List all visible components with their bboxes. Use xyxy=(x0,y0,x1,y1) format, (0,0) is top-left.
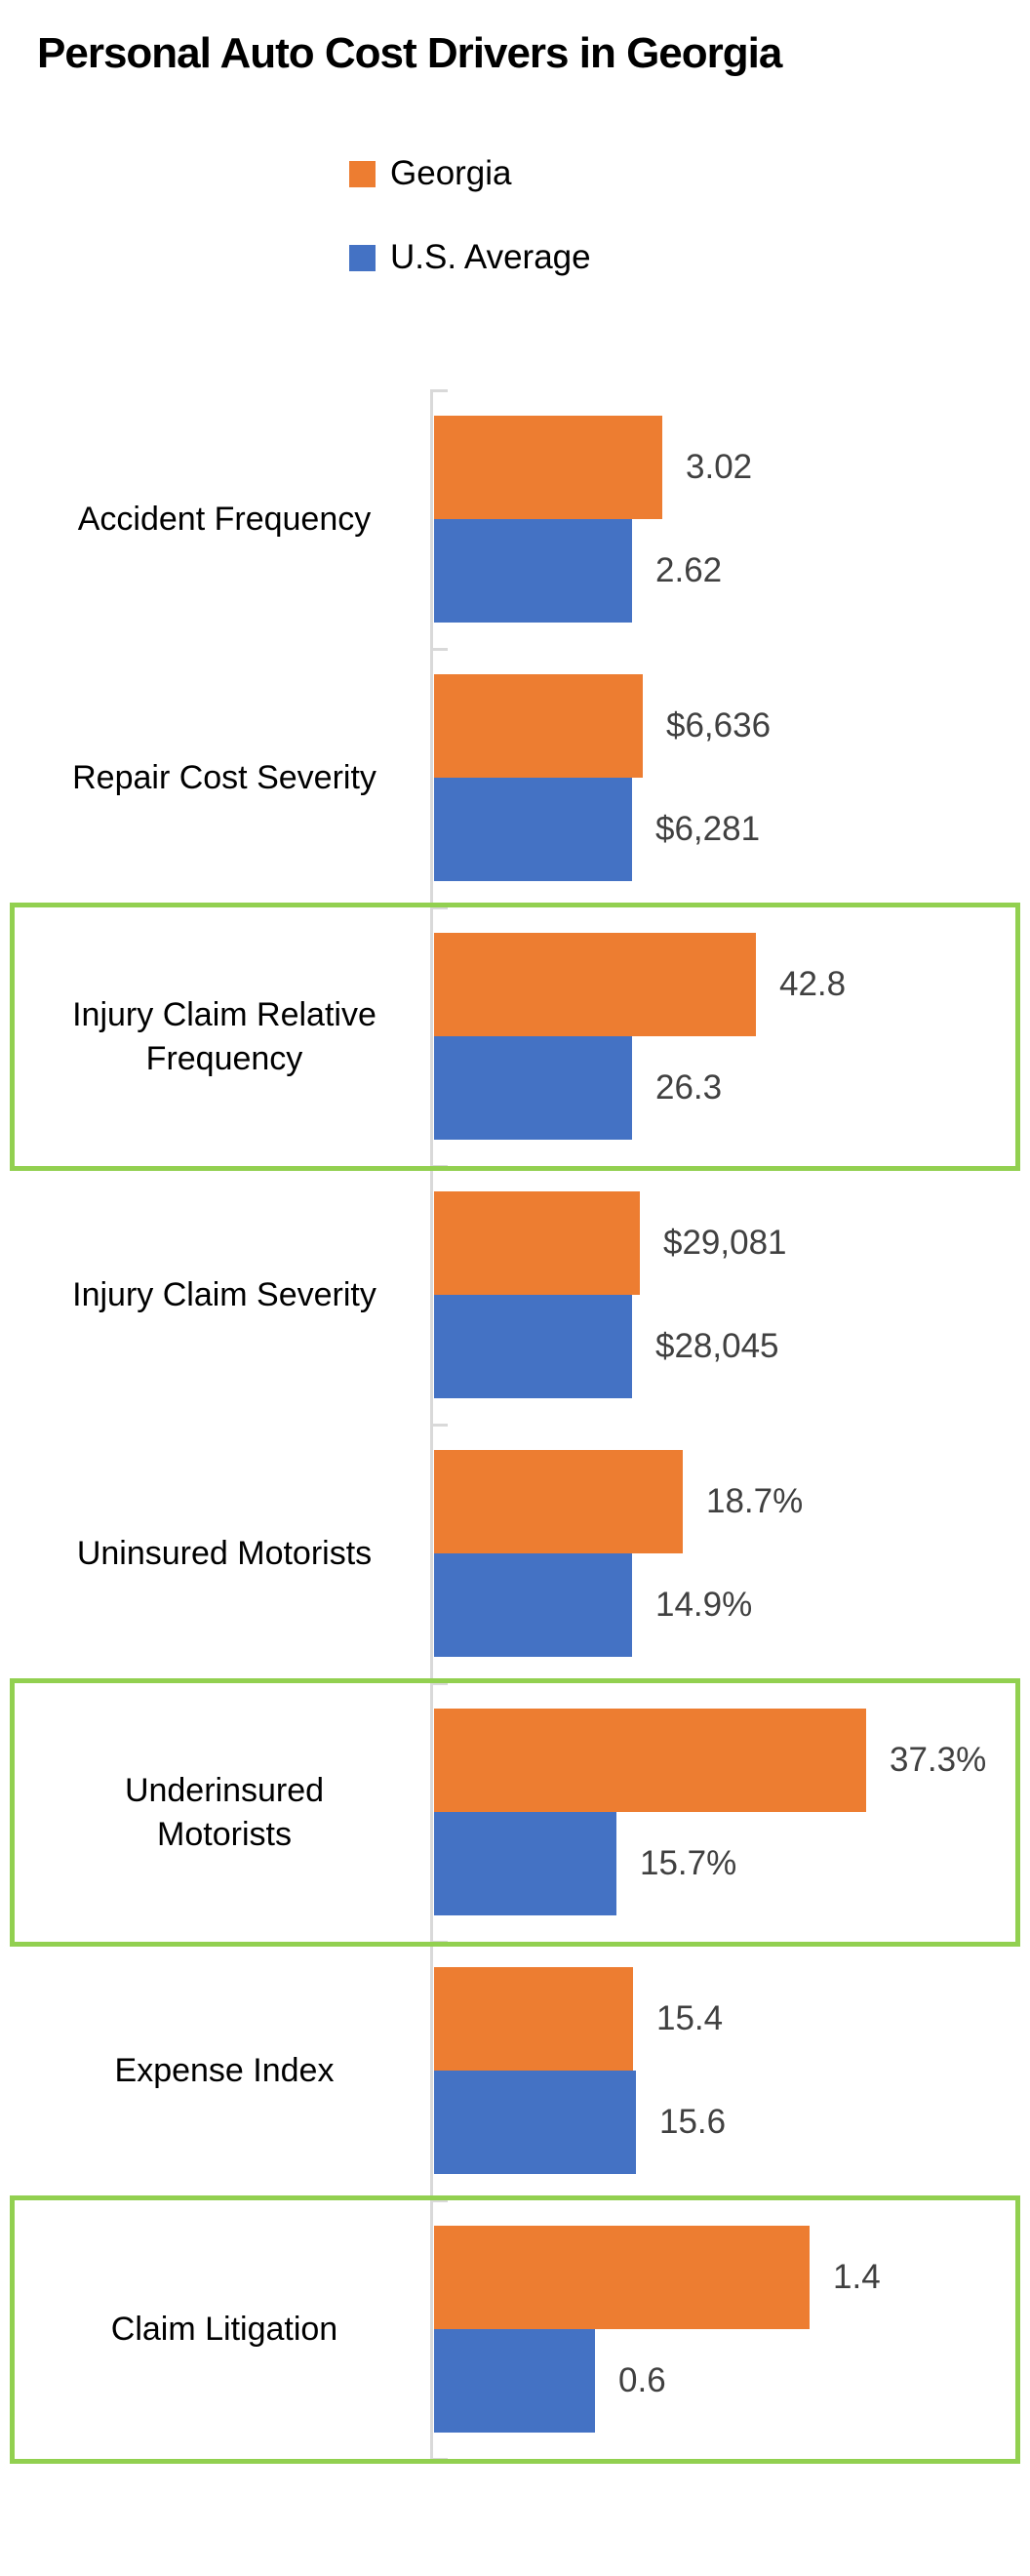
georgia-value-label: 1.4 xyxy=(833,2258,881,2296)
us-average-bar xyxy=(434,1295,632,1398)
us-average-value-label: $28,045 xyxy=(655,1327,779,1365)
axis-tick xyxy=(430,1682,448,1685)
georgia-bar xyxy=(434,674,643,778)
georgia-bar xyxy=(434,1709,866,1812)
georgia-value-label: $6,636 xyxy=(666,706,772,745)
category-row: Expense Index 15.4 15.6 xyxy=(0,1942,1030,2200)
georgia-value-label: 42.8 xyxy=(779,965,847,1003)
georgia-bar xyxy=(434,1967,633,2071)
legend-swatch-icon xyxy=(349,244,376,271)
legend: Georgia U.S. Average xyxy=(349,154,591,277)
legend-label: U.S. Average xyxy=(390,238,591,276)
legend-item-us-average: U.S. Average xyxy=(349,238,591,277)
georgia-bar xyxy=(434,2226,810,2329)
axis-tick xyxy=(430,389,448,392)
georgia-bar xyxy=(434,933,756,1036)
highlight-box xyxy=(10,903,1020,1171)
category-row: Claim Litigation 1.4 0.6 xyxy=(0,2195,1030,2464)
us-average-value-label: 0.6 xyxy=(618,2361,666,2399)
georgia-bar xyxy=(434,1450,683,1553)
georgia-value-label: $29,081 xyxy=(663,1224,787,1262)
us-average-value-label: 14.9% xyxy=(655,1586,753,1624)
category-label: Injury Claim Relative Frequency xyxy=(72,995,376,1077)
us-average-value-label: 15.7% xyxy=(640,1844,737,1882)
category-label: Underinsured Motorists xyxy=(124,1771,325,1853)
category-row: Uninsured Motorists 18.7% 14.9% xyxy=(0,1425,1030,1683)
us-average-bar xyxy=(434,1036,632,1140)
us-average-bar xyxy=(434,2329,595,2433)
category-row: Accident Frequency 3.02 2.62 xyxy=(0,390,1030,649)
legend-label: Georgia xyxy=(390,154,512,192)
us-average-bar xyxy=(434,2071,636,2174)
category-label: Uninsured Motorists xyxy=(76,1535,373,1573)
category-row: Injury Claim Severity $29,081 $28,045 xyxy=(0,1166,1030,1425)
category-row: Repair Cost Severity $6,636 $6,281 xyxy=(0,649,1030,907)
georgia-value-label: 18.7% xyxy=(706,1482,804,1520)
category-label: Repair Cost Severity xyxy=(72,759,376,797)
chart-title: Personal Auto Cost Drivers in Georgia xyxy=(37,29,782,77)
us-average-bar xyxy=(434,778,632,881)
category-row: Injury Claim Relative Frequency 42.8 26.3 xyxy=(0,903,1030,1171)
georgia-bar xyxy=(434,1191,640,1295)
category-label: Expense Index xyxy=(114,2052,335,2090)
axis-tick xyxy=(430,1424,448,1427)
us-average-value-label: 2.62 xyxy=(655,551,723,589)
axis-tick xyxy=(430,648,448,651)
us-average-bar xyxy=(434,1812,616,1915)
us-average-value-label: 26.3 xyxy=(655,1068,723,1107)
georgia-value-label: 3.02 xyxy=(686,448,753,486)
legend-swatch-icon xyxy=(349,160,376,187)
category-label: Injury Claim Severity xyxy=(72,1276,376,1314)
category-label: Claim Litigation xyxy=(110,2311,338,2349)
us-average-value-label: 15.6 xyxy=(659,2103,727,2141)
us-average-bar xyxy=(434,519,632,623)
axis-tick xyxy=(430,2199,448,2202)
georgia-value-label: 15.4 xyxy=(656,1999,724,2037)
highlight-box xyxy=(10,2195,1020,2464)
category-row: Underinsured Motorists 37.3% 15.7% xyxy=(0,1678,1030,1947)
us-average-bar xyxy=(434,1553,632,1657)
highlight-box xyxy=(10,1678,1020,1947)
axis-tick xyxy=(430,906,448,909)
georgia-bar xyxy=(434,416,662,519)
legend-item-georgia: Georgia xyxy=(349,154,591,193)
category-label: Accident Frequency xyxy=(77,501,372,539)
georgia-value-label: 37.3% xyxy=(890,1741,987,1779)
us-average-value-label: $6,281 xyxy=(655,810,761,848)
